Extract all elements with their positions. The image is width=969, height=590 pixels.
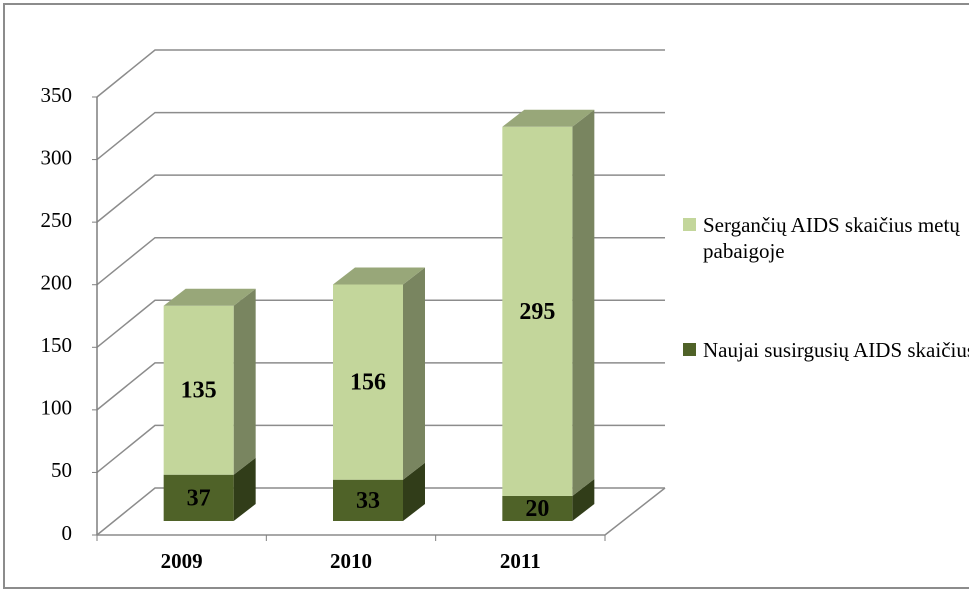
bar-side: [572, 109, 595, 496]
legend-label: Sergančių AIDS skaičius metų pabaigoje: [703, 213, 960, 263]
grid-line: [96, 111, 665, 161]
x-tick-label: 2010: [330, 549, 372, 573]
bar-side: [572, 478, 595, 521]
bar-top: [502, 109, 595, 127]
y-tick-label: 100: [41, 396, 73, 420]
data-label: 135: [181, 378, 217, 404]
bar: [333, 479, 403, 521]
bar-top: [163, 288, 256, 306]
data-label: 156: [350, 370, 386, 396]
bar: [502, 126, 573, 496]
bar: [163, 474, 234, 521]
legend-item: Sergančių AIDS skaičius metų pabaigoje: [683, 212, 969, 264]
chart-border: [3, 3, 969, 589]
bar: [163, 305, 234, 475]
bar-side: [403, 462, 425, 521]
grid-line: [96, 299, 665, 348]
data-label: 20: [525, 496, 549, 522]
y-tick-label: 250: [41, 208, 73, 232]
bar-side: [233, 288, 256, 475]
legend-swatch: [683, 218, 696, 231]
bar-top: [333, 267, 425, 285]
legend-swatch: [683, 343, 696, 356]
grid-line: [96, 236, 665, 286]
grid-line: [96, 49, 665, 98]
grid-line: [96, 424, 665, 474]
y-tick-label: 350: [41, 83, 73, 107]
data-label: 295: [519, 299, 555, 325]
x-tick-label: 2009: [161, 549, 203, 573]
grid-line: [96, 362, 665, 411]
bar-side: [233, 457, 256, 521]
x-tick-label: 2011: [500, 549, 541, 573]
grid-line: [96, 487, 665, 536]
y-tick-label: 50: [51, 458, 72, 482]
y-tick-label: 0: [62, 521, 73, 545]
bar-side: [403, 267, 425, 480]
legend-label: Naujai susirgusių AIDS skaičius: [703, 338, 969, 362]
y-tick-label: 300: [41, 145, 73, 169]
data-label: 37: [187, 485, 211, 511]
bar: [333, 284, 403, 480]
grid-line: [96, 174, 665, 223]
y-tick-label: 200: [41, 271, 73, 295]
legend-item: Naujai susirgusių AIDS skaičius: [683, 337, 969, 363]
bar: [502, 495, 573, 521]
y-tick-label: 150: [41, 333, 73, 357]
data-label: 33: [356, 488, 380, 514]
